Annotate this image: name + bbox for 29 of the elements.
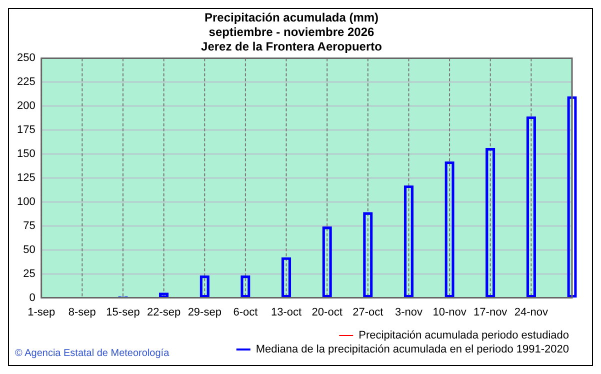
y-tick-label: 200 xyxy=(16,100,36,112)
y-tick-label: 175 xyxy=(16,124,36,136)
chart-subtitle: septiembre - noviembre 2026 Jerez de la Frontera Aeropuerto xyxy=(201,24,382,54)
text: © Agencia Estatal de Meteorología xyxy=(15,348,170,359)
y-tick-label: 25 xyxy=(23,268,36,280)
x-tick-label: 8-sep xyxy=(68,306,96,318)
y-tick-label: 150 xyxy=(16,148,36,160)
legend-label: Precipitación acumulada periodo estudiado xyxy=(358,330,569,342)
x-tick-label: 29-sep xyxy=(188,306,222,318)
y-tick-label: 225 xyxy=(16,76,36,88)
chart-title: Precipitación acumulada (mm) xyxy=(204,10,379,25)
x-tick-label: 24-nov xyxy=(514,306,548,318)
x-tick-label: 27-oct xyxy=(352,306,384,318)
x-tick-label: 22-sep xyxy=(146,306,181,318)
x-tick-label: 3-nov xyxy=(394,306,423,318)
legend-label: Mediana de la precipitación acumulada en el periodo 1991-2020 xyxy=(256,344,569,356)
y-tick-label: 100 xyxy=(16,196,36,208)
y-tick-label: 75 xyxy=(23,220,36,232)
x-tick-label: 1-sep xyxy=(28,306,56,318)
x-tick-label: 20-oct xyxy=(312,306,342,318)
x-tick-label: 17-nov xyxy=(474,306,508,318)
x-tick-label: 13-oct xyxy=(270,306,302,318)
x-tick-label: 10-nov xyxy=(432,306,467,318)
y-tick-label: 50 xyxy=(23,244,36,256)
x-tick-label: 15-sep xyxy=(106,306,140,318)
y-tick-label: 125 xyxy=(16,172,36,184)
y-tick-label: 0 xyxy=(29,292,36,304)
y-tick-label: 250 xyxy=(16,52,36,64)
x-tick-label: 6-oct xyxy=(233,306,258,318)
